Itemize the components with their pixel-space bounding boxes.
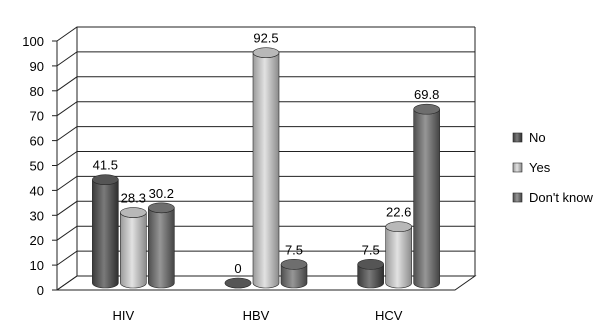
legend-swatch <box>512 162 523 173</box>
bar <box>252 47 280 289</box>
bar-top <box>357 259 384 270</box>
legend-label: Don't know <box>529 190 594 205</box>
x-axis-categories: HIV HBV HCV <box>112 308 402 323</box>
bar-body <box>252 52 280 289</box>
bar-top <box>252 47 280 58</box>
y-tick-label: 20 <box>30 233 44 248</box>
legend-item: Yes <box>512 160 551 175</box>
y-tick-label: 80 <box>30 84 44 99</box>
y-tick-label: 30 <box>30 208 44 223</box>
bar-top <box>92 174 119 185</box>
data-label: 0 <box>234 261 241 276</box>
y-tick-label: 40 <box>30 183 44 198</box>
x-category-label: HIV <box>112 308 134 323</box>
bar-body <box>413 109 440 289</box>
data-label: 30.2 <box>149 186 174 201</box>
data-label: 7.5 <box>362 242 380 257</box>
bar <box>92 174 119 289</box>
bar <box>120 207 147 289</box>
bar-top <box>413 103 440 115</box>
bar-top <box>385 221 412 233</box>
data-label: 69.8 <box>414 87 439 102</box>
bar <box>148 202 175 289</box>
bar <box>224 277 252 289</box>
y-axis-ticks: 0 10 20 30 40 50 60 70 80 90 100 <box>22 34 44 298</box>
bar-body <box>385 226 412 289</box>
bars <box>92 47 440 289</box>
floor <box>55 275 477 291</box>
y-tick-label: 90 <box>30 59 44 74</box>
x-category-label: HCV <box>375 308 403 323</box>
bar <box>413 103 440 289</box>
y-tick-label: 50 <box>30 159 44 174</box>
bar-top <box>280 259 308 270</box>
y-tick-label: 60 <box>30 134 44 149</box>
bar-body <box>148 207 175 289</box>
data-label: 28.3 <box>121 191 146 206</box>
data-label: 7.5 <box>285 242 303 257</box>
bar <box>357 259 384 289</box>
data-label: 41.5 <box>93 158 118 173</box>
y-tick-label: 0 <box>37 283 44 298</box>
bar-body <box>92 179 119 289</box>
bar-top <box>224 277 252 289</box>
axes <box>52 27 477 291</box>
data-label: 22.6 <box>386 205 411 220</box>
bar-top <box>120 207 147 218</box>
legend-label: Yes <box>529 160 551 175</box>
bar <box>280 259 308 289</box>
legend-swatch <box>512 192 523 203</box>
y-tick-label: 10 <box>30 258 44 273</box>
legend-swatch <box>512 132 523 143</box>
legend-item: No <box>512 130 546 145</box>
bar-body <box>120 212 147 289</box>
x-category-label: HBV <box>243 308 270 323</box>
bar-top <box>148 202 175 214</box>
legend: No Yes Don't know <box>512 130 594 205</box>
y-tick-label: 70 <box>30 109 44 124</box>
y-tick-label: 100 <box>22 34 44 49</box>
data-labels: 41.5 28.3 30.2 0 92.5 7.5 7.5 22.6 69.8 <box>93 31 440 276</box>
legend-item: Don't know <box>512 190 594 205</box>
bar <box>385 221 412 289</box>
legend-label: No <box>529 130 546 145</box>
data-label: 92.5 <box>253 31 278 46</box>
